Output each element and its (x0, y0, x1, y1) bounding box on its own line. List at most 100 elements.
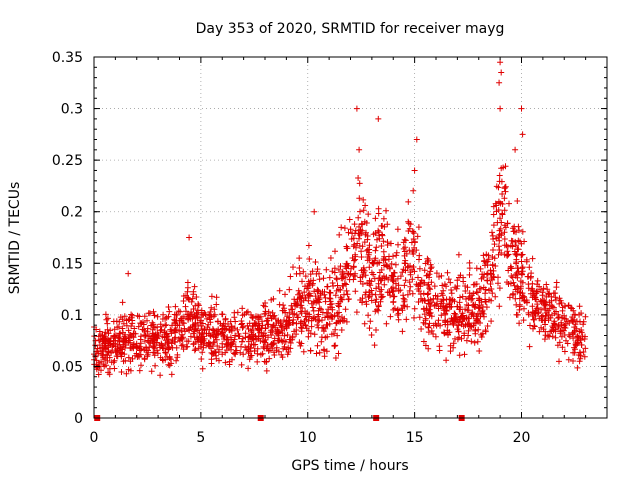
data-point (116, 338, 123, 345)
data-point (104, 315, 111, 322)
data-point (392, 261, 399, 268)
data-point (518, 240, 525, 247)
data-point (313, 350, 320, 357)
data-point (544, 286, 551, 293)
data-point (213, 301, 220, 308)
data-point (203, 315, 210, 322)
data-point (327, 295, 334, 302)
data-point (408, 239, 415, 246)
data-point (316, 305, 323, 312)
data-point (220, 320, 227, 327)
data-point (285, 322, 292, 329)
data-point (309, 280, 316, 287)
data-point (151, 324, 158, 331)
data-point (582, 345, 589, 352)
data-point (504, 220, 511, 227)
data-point (578, 310, 585, 317)
data-point (563, 337, 569, 344)
data-point (146, 310, 153, 317)
data-point (568, 305, 575, 312)
data-point (399, 307, 406, 314)
data-point (575, 339, 581, 346)
data-point (413, 136, 420, 143)
data-point (366, 325, 373, 332)
data-point (410, 251, 417, 257)
data-point (410, 236, 417, 242)
data-point (246, 320, 253, 327)
data-point (356, 180, 363, 187)
data-point (192, 320, 199, 327)
data-point (140, 321, 147, 328)
data-point (536, 283, 543, 290)
data-point (166, 308, 173, 315)
data-point (558, 300, 565, 306)
data-point (347, 226, 354, 233)
data-point (400, 295, 407, 302)
data-point (225, 345, 232, 352)
data-point (531, 310, 538, 317)
data-point (455, 251, 462, 258)
data-point (581, 336, 588, 342)
data-point (328, 304, 335, 311)
data-point (425, 329, 432, 336)
data-point (332, 292, 339, 299)
data-point (226, 361, 233, 368)
data-point (313, 270, 320, 277)
data-point (343, 318, 350, 325)
data-point (332, 326, 339, 333)
data-point (158, 326, 165, 333)
data-point (337, 263, 344, 270)
data-point (394, 226, 401, 233)
data-point (172, 334, 179, 341)
data-point (305, 333, 312, 340)
data-point (366, 242, 373, 249)
data-point (464, 284, 471, 291)
data-point (563, 316, 569, 322)
data-point (213, 327, 220, 334)
data-point (283, 346, 290, 353)
data-point (533, 288, 540, 295)
data-point (496, 178, 503, 185)
data-point (141, 355, 148, 362)
data-point (318, 338, 325, 345)
data-point (426, 301, 433, 308)
data-point (432, 320, 439, 327)
data-point (488, 271, 495, 278)
data-point (133, 350, 140, 357)
data-point (129, 320, 136, 327)
data-point (263, 318, 270, 325)
data-point (194, 327, 201, 334)
data-point (148, 368, 155, 375)
data-point (158, 340, 165, 347)
data-point (496, 79, 503, 86)
data-point (186, 234, 193, 241)
data-point (527, 290, 534, 297)
data-point (427, 286, 434, 293)
data-point (555, 311, 562, 318)
data-point (447, 279, 454, 286)
data-point (530, 316, 537, 323)
y-tick-label: 0.2 (61, 205, 83, 221)
data-point (161, 328, 168, 334)
data-point (552, 297, 559, 303)
data-point (364, 280, 371, 286)
data-point (489, 232, 496, 239)
data-point (434, 293, 441, 300)
data-point (403, 316, 410, 323)
data-point (435, 317, 442, 324)
data-point (239, 305, 246, 312)
data-point (373, 285, 380, 292)
data-point (290, 264, 296, 271)
data-point (445, 276, 452, 283)
data-point (418, 326, 425, 332)
data-point (428, 313, 435, 320)
data-point (375, 275, 382, 282)
data-point (498, 69, 505, 76)
data-point (534, 288, 541, 295)
data-point (185, 313, 192, 320)
data-point (310, 315, 317, 322)
data-point (359, 221, 366, 228)
data-point (168, 371, 175, 378)
data-point (514, 251, 521, 257)
data-point (335, 266, 342, 273)
